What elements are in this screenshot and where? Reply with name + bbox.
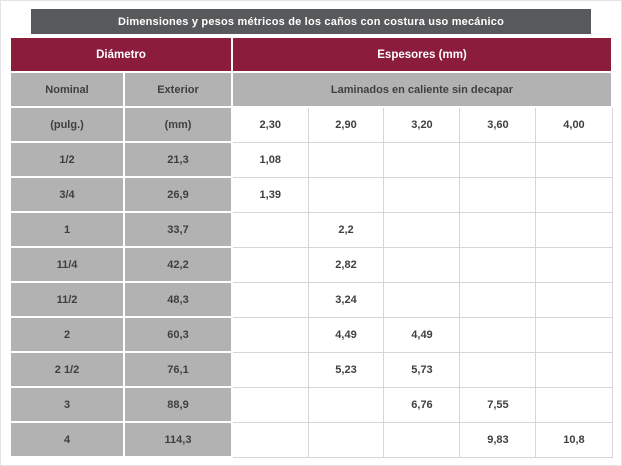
thickness-header: 3,20 (383, 106, 461, 143)
cell-weight (307, 176, 385, 213)
cell-weight (459, 141, 537, 178)
cell-exterior: 33,7 (122, 211, 234, 248)
cell-weight (459, 176, 537, 213)
cell-weight (535, 246, 613, 283)
cell-weight (535, 316, 613, 353)
table-row: 3 88,9 6,76 7,55 (9, 386, 613, 423)
cell-exterior: 88,9 (122, 386, 234, 423)
cell-weight (231, 211, 309, 248)
cell-weight: 9,83 (459, 421, 537, 458)
cell-weight: 3,24 (307, 281, 385, 318)
cell-weight: 1,08 (231, 141, 309, 178)
cell-nominal: 3/4 (9, 176, 125, 213)
cell-weight: 5,73 (383, 351, 461, 388)
espesores-header: Espesores (mm) (231, 36, 613, 73)
cell-nominal: 2 (9, 316, 125, 353)
cell-weight: 6,76 (383, 386, 461, 423)
cell-nominal: 4 (9, 421, 125, 458)
cell-nominal: 11/4 (9, 246, 125, 283)
cell-weight (307, 141, 385, 178)
thickness-header: 4,00 (535, 106, 613, 143)
cell-weight (459, 281, 537, 318)
group-header-row: Diámetro Espesores (mm) (8, 36, 613, 73)
table-row: 1/2 21,3 1,08 (9, 141, 613, 178)
thickness-header: 2,90 (307, 106, 385, 143)
table-row: 4 114,3 9,83 10,8 (9, 421, 613, 458)
cell-nominal: 2 1/2 (9, 351, 125, 388)
cell-weight (535, 141, 613, 178)
cell-weight (535, 176, 613, 213)
cell-weight (383, 176, 461, 213)
cell-weight (383, 281, 461, 318)
cell-weight: 4,49 (383, 316, 461, 353)
cell-weight: 4,49 (307, 316, 385, 353)
cell-weight (459, 351, 537, 388)
cell-weight (231, 246, 309, 283)
cell-exterior: 60,3 (122, 316, 234, 353)
cell-weight (231, 281, 309, 318)
subheader-row: Nominal Exterior Laminados en caliente s… (9, 71, 613, 108)
cell-exterior: 42,2 (122, 246, 234, 283)
cell-weight (459, 211, 537, 248)
nominal-header: Nominal (9, 71, 125, 108)
cell-weight (383, 246, 461, 283)
cell-weight (231, 421, 309, 458)
thickness-header: 3,60 (459, 106, 537, 143)
cell-weight (307, 421, 385, 458)
cell-weight (459, 246, 537, 283)
thickness-header: 2,30 (231, 106, 309, 143)
cell-weight (383, 421, 461, 458)
cell-exterior: 114,3 (122, 421, 234, 458)
mm-unit-label: (mm) (122, 106, 234, 143)
table-row: 2 1/2 76,1 5,23 5,73 (9, 351, 613, 388)
pipe-dimensions-table: Diámetro Espesores (mm) Nominal Exterior… (8, 36, 613, 458)
units-row: (pulg.) (mm) 2,30 2,90 3,20 3,60 4,00 (9, 106, 613, 143)
cell-weight (231, 316, 309, 353)
cell-weight: 2,2 (307, 211, 385, 248)
cell-exterior: 21,3 (122, 141, 234, 178)
cell-nominal: 11/2 (9, 281, 125, 318)
cell-exterior: 26,9 (122, 176, 234, 213)
table-row: 2 60,3 4,49 4,49 (9, 316, 613, 353)
table-row: 11/2 48,3 3,24 (9, 281, 613, 318)
diametro-header: Diámetro (8, 36, 234, 73)
table-row: 1 33,7 2,2 (9, 211, 613, 248)
laminados-header: Laminados en caliente sin decapar (231, 71, 613, 108)
cell-weight (383, 141, 461, 178)
cell-weight (231, 386, 309, 423)
cell-weight: 1,39 (231, 176, 309, 213)
cell-weight (383, 211, 461, 248)
table-row: 3/4 26,9 1,39 (9, 176, 613, 213)
cell-nominal: 1 (9, 211, 125, 248)
cell-nominal: 1/2 (9, 141, 125, 178)
cell-weight (231, 351, 309, 388)
cell-exterior: 48,3 (122, 281, 234, 318)
cell-weight (535, 211, 613, 248)
cell-weight (535, 281, 613, 318)
cell-weight (307, 386, 385, 423)
cell-weight (535, 351, 613, 388)
cell-weight: 10,8 (535, 421, 613, 458)
cell-exterior: 76,1 (122, 351, 234, 388)
cell-weight (459, 316, 537, 353)
cell-nominal: 3 (9, 386, 125, 423)
pulg-unit-label: (pulg.) (9, 106, 125, 143)
cell-weight: 2,82 (307, 246, 385, 283)
cell-weight: 5,23 (307, 351, 385, 388)
exterior-header: Exterior (122, 71, 234, 108)
cell-weight (535, 386, 613, 423)
cell-weight: 7,55 (459, 386, 537, 423)
table-row: 11/4 42,2 2,82 (9, 246, 613, 283)
table-title: Dimensiones y pesos métricos de los caño… (31, 9, 591, 34)
